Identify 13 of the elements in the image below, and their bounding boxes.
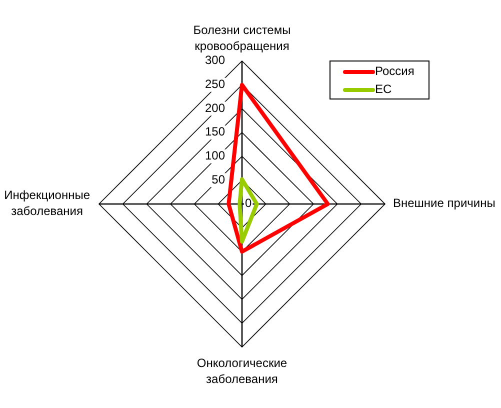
spoke-label: Внешние причины bbox=[393, 196, 496, 210]
y-tick-label: 300 bbox=[204, 53, 226, 68]
y-tick-label: 50 bbox=[212, 172, 226, 186]
y-tick-label: 150 bbox=[204, 124, 226, 139]
spoke-label: Онкологические заболевания bbox=[196, 356, 288, 386]
y-tick-label: 200 bbox=[204, 100, 226, 115]
legend-label: ЕС bbox=[375, 82, 392, 96]
legend-label: Россия bbox=[375, 64, 414, 78]
spoke-label: Инфекционные заболевания bbox=[4, 188, 90, 218]
y-tick-label: 100 bbox=[204, 148, 226, 163]
spoke-label: Болезни системы кровообращения bbox=[193, 23, 291, 54]
y-tick-label: 250 bbox=[204, 77, 226, 92]
y-tick-label: 0 bbox=[245, 196, 252, 210]
